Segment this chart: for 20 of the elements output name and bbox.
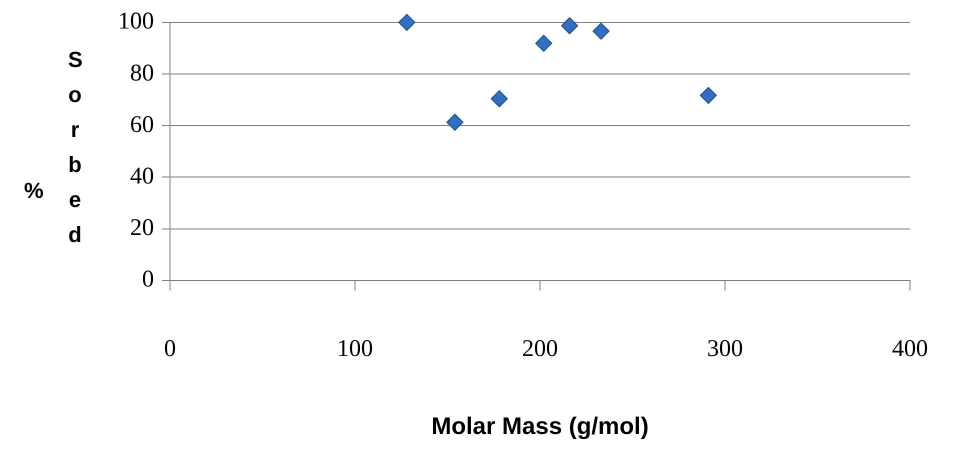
x-tick-label: 200 <box>522 336 558 362</box>
point <box>561 17 578 34</box>
y-tick-label: 60 <box>130 112 154 138</box>
point <box>700 86 717 104</box>
x-tick-label: 300 <box>707 336 743 362</box>
point <box>592 22 610 40</box>
text: % Sorbed <box>24 47 83 247</box>
x-tick-label: 0 <box>164 336 176 362</box>
y-tick-label: 20 <box>130 215 154 242</box>
point <box>490 90 508 108</box>
y-tick-label: 40 <box>130 163 154 190</box>
point <box>535 34 552 52</box>
y-tick-label: 100 <box>118 8 154 35</box>
x-axis-title: Molar Mass (g/mol) <box>431 413 649 440</box>
point <box>446 114 464 131</box>
y-tick-label: 0 <box>142 266 154 293</box>
point <box>398 14 416 31</box>
y-tick-label: 80 <box>130 60 154 86</box>
x-tick-label: 100 <box>337 336 373 362</box>
x-tick-label: 400 <box>892 336 928 362</box>
